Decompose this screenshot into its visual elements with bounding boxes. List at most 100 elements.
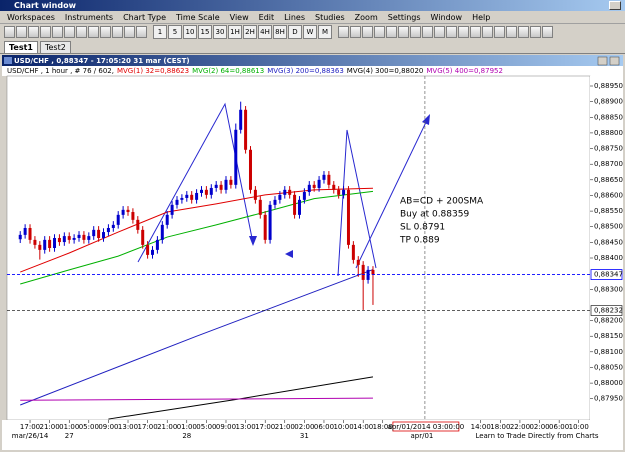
menu-bar: Workspaces Instruments Chart Type Time Scal… <box>0 11 625 24</box>
date-label: 27 <box>65 432 74 440</box>
tool-button[interactable] <box>398 26 409 38</box>
tool-button[interactable] <box>136 26 147 38</box>
candle-body <box>53 237 57 248</box>
candle-body <box>62 236 66 243</box>
timeframe-button[interactable]: 8H <box>273 25 287 39</box>
menu-item[interactable]: Settings <box>387 13 421 22</box>
timeframe-button[interactable]: 1H <box>228 25 242 39</box>
timeframe-button[interactable]: 4H <box>258 25 272 39</box>
menu-item[interactable]: Help <box>472 13 491 22</box>
menu-item[interactable]: Zoom <box>354 13 378 22</box>
candle-body <box>102 232 106 238</box>
tool-button[interactable] <box>434 26 445 38</box>
tool-button[interactable] <box>494 26 505 38</box>
tool-button[interactable] <box>100 26 111 38</box>
tool-button[interactable] <box>422 26 433 38</box>
menu-item[interactable]: Workspaces <box>7 13 55 22</box>
y-tick-label: 0,88550 <box>594 207 623 215</box>
x-tick-label: 05:00 <box>79 423 99 431</box>
tool-button[interactable] <box>40 26 51 38</box>
tool-button[interactable] <box>518 26 529 38</box>
tool-button[interactable] <box>458 26 469 38</box>
menu-item[interactable]: Lines <box>284 13 305 22</box>
timeframe-button[interactable]: 1 <box>153 25 167 39</box>
timeframe-button[interactable]: M <box>318 25 332 39</box>
tool-button[interactable] <box>28 26 39 38</box>
price-axis <box>590 76 623 420</box>
timeframe-button[interactable]: 2H <box>243 25 257 39</box>
annotation: Buy at 0.88359 <box>400 210 469 220</box>
candle-body <box>146 244 150 255</box>
menu-item[interactable]: Studies <box>314 13 345 22</box>
candle-body <box>199 189 203 193</box>
candle-body <box>131 212 135 220</box>
tool-button[interactable] <box>112 26 123 38</box>
timeframe-button[interactable]: D <box>288 25 302 39</box>
tool-button[interactable] <box>386 26 397 38</box>
timeframe-button[interactable]: W <box>303 25 317 39</box>
candle-body <box>346 189 350 245</box>
price-box <box>590 269 623 280</box>
crosshair-box <box>590 305 623 316</box>
menu-item[interactable]: View <box>229 13 249 22</box>
candle-body <box>351 244 355 260</box>
menu-item[interactable]: Time Scale <box>176 13 220 22</box>
x-tick-label: 02:00 <box>529 423 549 431</box>
candle-body <box>317 179 321 188</box>
tool-button[interactable] <box>350 26 361 38</box>
candle-body <box>234 129 238 185</box>
menu-item[interactable]: Instruments <box>64 13 114 22</box>
x-tick-label: 13:00 <box>235 423 255 431</box>
x-tick-label: 21:00 <box>40 423 60 431</box>
tool-button[interactable] <box>64 26 75 38</box>
candle-body <box>327 174 331 185</box>
moving-average <box>20 190 374 285</box>
menu-item[interactable]: Chart Type <box>123 13 166 22</box>
timeframe-button[interactable]: 30 <box>213 25 227 39</box>
tool-button[interactable] <box>124 26 135 38</box>
window-button[interactable] <box>609 56 620 66</box>
tool-button[interactable] <box>470 26 481 38</box>
menu-item[interactable]: Edit <box>258 13 275 22</box>
candle-body <box>48 239 52 248</box>
x-tick-label: 06:00 <box>314 423 334 431</box>
tool-button[interactable] <box>16 26 27 38</box>
candle-body <box>371 269 375 275</box>
tool-button[interactable] <box>338 26 349 38</box>
timeframe-button[interactable]: 15 <box>198 25 212 39</box>
tool-button[interactable] <box>446 26 457 38</box>
timeframe-button[interactable]: 10 <box>183 25 197 39</box>
candle-body <box>356 259 360 265</box>
annotation: AB=CD + 200SMA <box>400 197 484 207</box>
x-tick-label: 14:00 <box>353 423 373 431</box>
tool-button[interactable] <box>76 26 87 38</box>
window-button[interactable] <box>597 56 608 66</box>
timeframe-button[interactable]: 5 <box>168 25 182 39</box>
tab[interactable]: Test2 <box>39 41 71 53</box>
menu-item[interactable]: Window <box>430 13 463 22</box>
close-button[interactable] <box>609 1 621 10</box>
tool-button[interactable] <box>362 26 373 38</box>
candle-body <box>214 184 218 188</box>
y-tick-label: 0,88450 <box>594 238 623 246</box>
tool-button[interactable] <box>530 26 541 38</box>
y-tick-label: 0,87950 <box>594 395 623 403</box>
tool-button[interactable] <box>542 26 553 38</box>
candle-body <box>332 184 336 190</box>
candle-body <box>253 189 257 200</box>
tool-button[interactable] <box>374 26 385 38</box>
candle-body <box>293 194 297 215</box>
tool-button[interactable] <box>506 26 517 38</box>
tab[interactable]: Test1 <box>4 41 38 53</box>
y-tick-label: 0,88650 <box>594 176 623 184</box>
tool-button[interactable] <box>52 26 63 38</box>
footer-link[interactable]: Learn to Trade Directly from Charts <box>475 432 598 440</box>
tool-button[interactable] <box>4 26 15 38</box>
chart-titlebar <box>2 55 623 66</box>
tool-button[interactable] <box>410 26 421 38</box>
tool-button[interactable] <box>482 26 493 38</box>
candle-body <box>342 189 346 195</box>
tool-button[interactable] <box>88 26 99 38</box>
candle-body <box>43 239 47 250</box>
